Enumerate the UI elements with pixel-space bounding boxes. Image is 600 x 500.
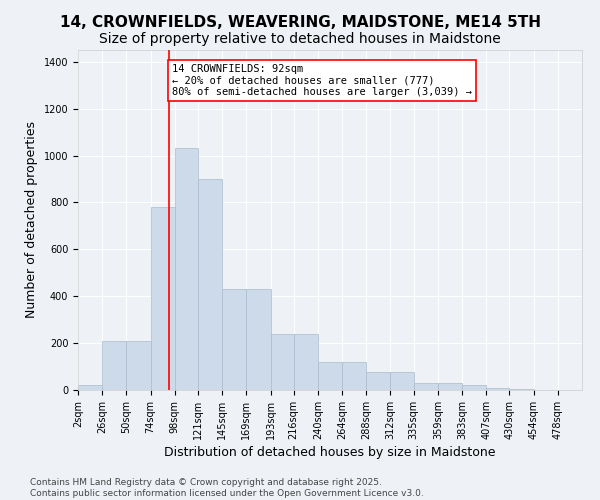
Bar bbox=[391, 372, 413, 390]
Bar bbox=[413, 383, 438, 390]
Bar bbox=[102, 341, 127, 390]
Bar bbox=[175, 148, 198, 390]
Bar bbox=[318, 362, 342, 390]
Bar bbox=[151, 207, 175, 390]
Bar bbox=[462, 386, 486, 390]
Text: 14, CROWNFIELDS, WEAVERING, MAIDSTONE, ME14 5TH: 14, CROWNFIELDS, WEAVERING, MAIDSTONE, M… bbox=[59, 15, 541, 30]
Bar bbox=[78, 386, 102, 390]
Text: Size of property relative to detached houses in Maidstone: Size of property relative to detached ho… bbox=[99, 32, 501, 46]
Bar bbox=[486, 388, 509, 390]
Bar bbox=[294, 334, 318, 390]
Bar bbox=[271, 334, 294, 390]
Text: 14 CROWNFIELDS: 92sqm
← 20% of detached houses are smaller (777)
80% of semi-det: 14 CROWNFIELDS: 92sqm ← 20% of detached … bbox=[172, 64, 472, 98]
Bar bbox=[222, 289, 247, 390]
Bar bbox=[366, 372, 391, 390]
Bar bbox=[247, 289, 271, 390]
Y-axis label: Number of detached properties: Number of detached properties bbox=[25, 122, 38, 318]
Bar bbox=[198, 179, 222, 390]
Bar bbox=[438, 383, 462, 390]
X-axis label: Distribution of detached houses by size in Maidstone: Distribution of detached houses by size … bbox=[164, 446, 496, 459]
Bar bbox=[509, 389, 533, 390]
Text: Contains HM Land Registry data © Crown copyright and database right 2025.
Contai: Contains HM Land Registry data © Crown c… bbox=[30, 478, 424, 498]
Bar bbox=[127, 341, 151, 390]
Bar bbox=[342, 362, 366, 390]
